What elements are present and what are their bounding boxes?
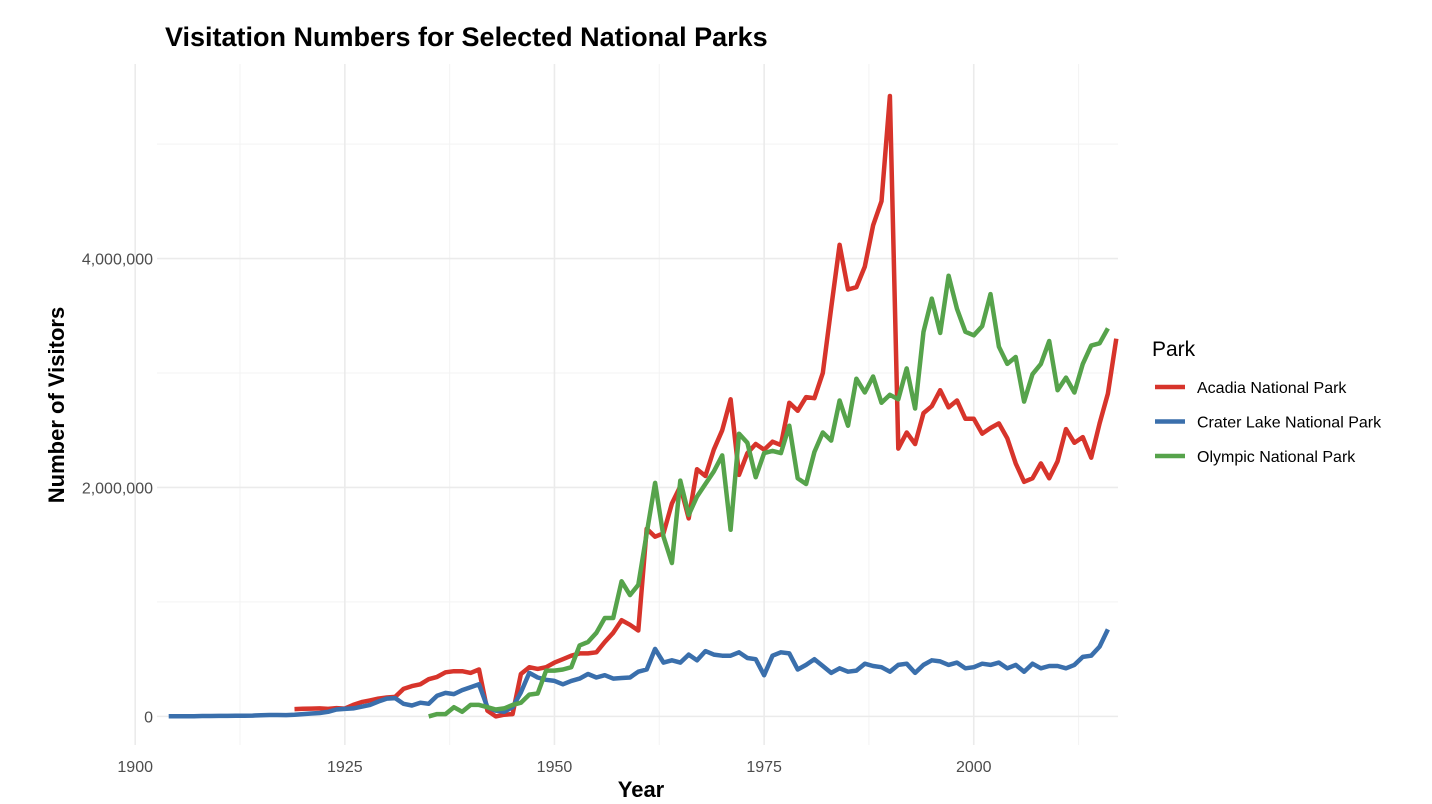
x-tick-label: 1925 — [327, 759, 363, 776]
series-line-2 — [428, 273, 1110, 719]
legend-label: Olympic National Park — [1197, 449, 1356, 466]
x-axis-ticks: 1900 1925 1950 1975 2000 — [117, 759, 991, 776]
x-axis-title: Year — [618, 777, 665, 802]
legend-title: Park — [1152, 338, 1196, 361]
chart-title: Visitation Numbers for Selected National… — [165, 22, 768, 52]
x-tick-label: 1950 — [537, 759, 573, 776]
x-tick-label: 1975 — [746, 759, 782, 776]
grid — [134, 64, 1118, 745]
legend-item-2: Olympic National Park — [1155, 449, 1356, 466]
legend: Park Acadia National Park Crater Lake Nat… — [1152, 338, 1382, 466]
x-tick-label: 2000 — [956, 759, 992, 776]
y-axis-ticks: 0 2,000,000 4,000,000 — [82, 252, 153, 727]
x-tick-label: 1900 — [117, 759, 153, 776]
legend-item-0: Acadia National Park — [1155, 380, 1347, 397]
y-axis-title: Number of Visitors — [44, 307, 69, 503]
series-line-1 — [168, 628, 1110, 719]
legend-items: Acadia National Park Crater Lake National… — [1155, 380, 1382, 466]
series-line-0 — [294, 93, 1119, 719]
y-tick-label: 2,000,000 — [82, 480, 153, 497]
y-tick-label: 0 — [144, 709, 153, 726]
y-tick-label: 4,000,000 — [82, 252, 153, 269]
legend-label: Crater Lake National Park — [1197, 415, 1382, 432]
series-lines — [168, 93, 1119, 719]
legend-item-1: Crater Lake National Park — [1155, 415, 1382, 432]
legend-label: Acadia National Park — [1197, 380, 1347, 397]
